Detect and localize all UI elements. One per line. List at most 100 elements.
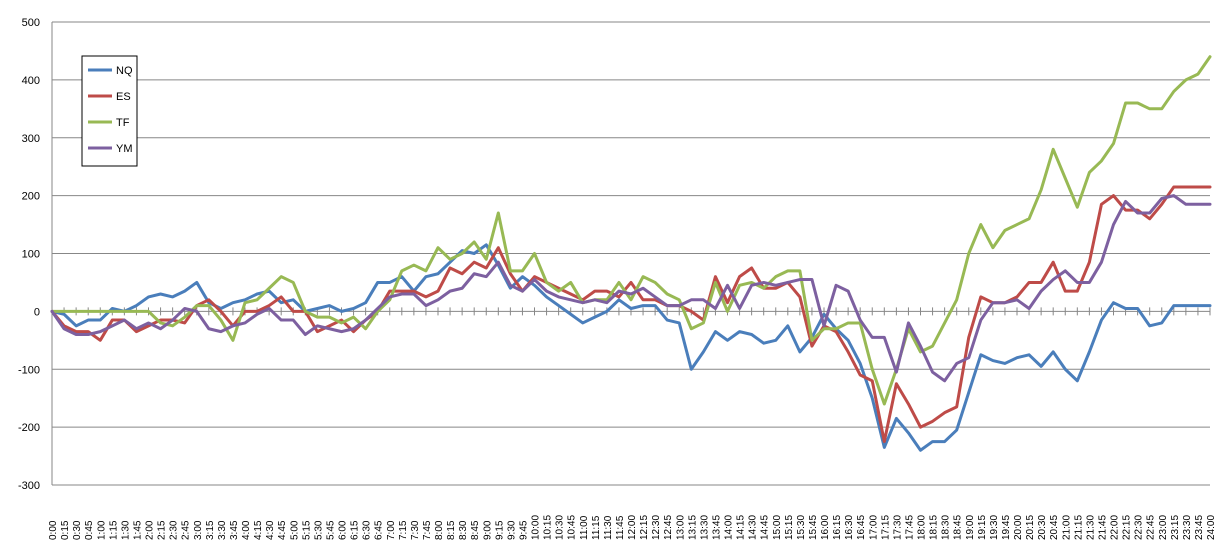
x-tick-label: 5:45 xyxy=(325,520,336,540)
x-tick-label: 21:30 xyxy=(1085,515,1096,540)
x-tick-label: 12:00 xyxy=(627,515,638,540)
x-tick-label: 19:00 xyxy=(965,515,976,540)
x-tick-label: 12:15 xyxy=(639,515,650,540)
x-tick-label: 16:15 xyxy=(832,515,843,540)
series-line-tf xyxy=(50,55,1212,406)
x-tick-label: 15:15 xyxy=(784,515,795,540)
x-tick-label: 10:30 xyxy=(555,515,566,540)
x-tick-label: 8:00 xyxy=(434,520,445,540)
x-tick-label: 14:15 xyxy=(736,515,747,540)
y-tick-label: 300 xyxy=(22,133,40,145)
x-tick-label: 2:15 xyxy=(157,520,168,540)
x-tick-label: 20:45 xyxy=(1049,515,1060,540)
x-tick-label: 19:15 xyxy=(977,515,988,540)
x-tick-label: 3:45 xyxy=(229,520,240,540)
x-tick-label: 17:45 xyxy=(904,515,915,540)
y-tick-label: 100 xyxy=(22,249,40,261)
x-tick-label: 12:45 xyxy=(663,515,674,540)
x-tick-label: 7:30 xyxy=(410,520,421,540)
x-tick-label: 0:45 xyxy=(84,520,95,540)
x-tick-label: 22:30 xyxy=(1134,515,1145,540)
x-tick-label: 12:30 xyxy=(651,515,662,540)
x-tick-label: 15:00 xyxy=(772,515,783,540)
x-tick-label: 23:15 xyxy=(1170,515,1181,540)
x-tick-label: 9:15 xyxy=(494,520,505,540)
x-tick-label: 3:15 xyxy=(205,520,216,540)
x-tick-label: 0:15 xyxy=(60,520,71,540)
x-tick-label: 3:30 xyxy=(217,520,228,540)
x-tick-label: 5:15 xyxy=(301,520,312,540)
y-tick-label: -200 xyxy=(18,422,40,434)
x-tick-label: 23:45 xyxy=(1194,515,1205,540)
x-tick-label: 21:15 xyxy=(1073,515,1084,540)
x-tick-label: 10:45 xyxy=(567,515,578,540)
legend-label-ym: YM xyxy=(116,143,133,155)
legend-label-es: ES xyxy=(116,91,131,103)
y-tick-label: -300 xyxy=(18,480,40,492)
x-tick-label: 6:15 xyxy=(350,520,361,540)
x-tick-label: 22:00 xyxy=(1110,515,1121,540)
x-tick-label: 5:00 xyxy=(289,520,300,540)
x-tick-label: 19:45 xyxy=(1001,515,1012,540)
x-tick-label: 6:45 xyxy=(374,520,385,540)
x-tick-label: 15:45 xyxy=(808,515,819,540)
x-tick-label: 9:45 xyxy=(518,520,529,540)
x-tick-label: 2:00 xyxy=(145,520,156,540)
x-tick-label: 3:00 xyxy=(193,520,204,540)
x-tick-label: 9:00 xyxy=(482,520,493,540)
x-tick-label: 8:15 xyxy=(446,520,457,540)
x-tick-label: 16:30 xyxy=(844,515,855,540)
x-tick-label: 18:15 xyxy=(929,515,940,540)
x-tick-label: 6:00 xyxy=(338,520,349,540)
x-tick-label: 4:30 xyxy=(265,520,276,540)
x-tick-label: 11:45 xyxy=(615,515,626,540)
x-tick-label: 15:30 xyxy=(796,515,807,540)
x-tick-label: 1:30 xyxy=(120,520,131,540)
x-tick-label: 14:00 xyxy=(724,515,735,540)
x-tick-label: 17:30 xyxy=(892,515,903,540)
x-tick-label: 17:15 xyxy=(880,515,891,540)
x-tick-label: 10:00 xyxy=(531,515,542,540)
x-tick-label: 11:30 xyxy=(603,515,614,540)
x-tick-label: 4:45 xyxy=(277,520,288,540)
x-tick-label: 19:30 xyxy=(989,515,1000,540)
x-tick-label: 13:45 xyxy=(711,515,722,540)
x-tick-label: 20:30 xyxy=(1037,515,1048,540)
y-tick-label: 500 xyxy=(22,17,40,29)
y-tick-label: 400 xyxy=(22,75,40,87)
x-tick-label: 5:30 xyxy=(313,520,324,540)
legend-label-nq: NQ xyxy=(116,65,133,77)
x-tick-label: 4:15 xyxy=(253,520,264,540)
x-tick-label: 0:00 xyxy=(48,520,59,540)
x-tick-label: 14:30 xyxy=(748,515,759,540)
x-tick-label: 1:15 xyxy=(108,520,119,540)
x-tick-label: 6:30 xyxy=(362,520,373,540)
x-tick-label: 18:00 xyxy=(917,515,928,540)
x-tick-label: 10:15 xyxy=(543,515,554,540)
x-tick-label: 11:15 xyxy=(591,515,602,540)
x-tick-label: 1:45 xyxy=(132,520,143,540)
x-tick-label: 17:00 xyxy=(868,515,879,540)
x-tick-label: 7:15 xyxy=(398,520,409,540)
x-tick-label: 9:30 xyxy=(506,520,517,540)
x-tick-label: 18:30 xyxy=(941,515,952,540)
series-line-nq xyxy=(50,243,1212,452)
x-tick-label: 13:00 xyxy=(675,515,686,540)
series-line-ym xyxy=(50,194,1212,383)
x-tick-label: 23:30 xyxy=(1182,515,1193,540)
x-tick-label: 7:45 xyxy=(422,520,433,540)
x-tick-label: 18:45 xyxy=(953,515,964,540)
x-tick-label: 13:15 xyxy=(687,515,698,540)
x-tick-label: 16:45 xyxy=(856,515,867,540)
y-tick-label: -100 xyxy=(18,364,40,376)
x-tick-label: 8:45 xyxy=(470,520,481,540)
x-tick-label: 2:30 xyxy=(169,520,180,540)
x-tick-label: 2:45 xyxy=(181,520,192,540)
x-tick-label: 13:30 xyxy=(699,515,710,540)
x-tick-label: 24:00 xyxy=(1206,515,1217,540)
y-tick-label: 0 xyxy=(34,306,40,318)
x-tick-label: 7:00 xyxy=(386,520,397,540)
x-tick-label: 1:00 xyxy=(96,520,107,540)
